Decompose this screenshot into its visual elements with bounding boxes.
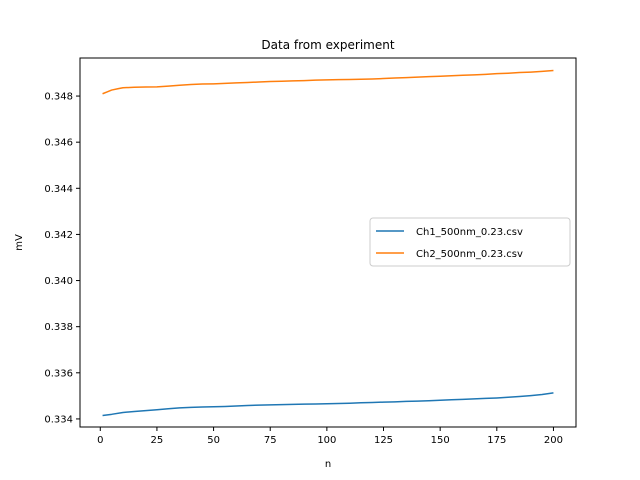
legend-box: [369, 217, 571, 267]
y-tick-label: 0.348: [44, 92, 73, 103]
x-tick-label: 150: [431, 435, 450, 446]
x-tick-label: 0: [97, 435, 103, 446]
y-tick-label: 0.336: [44, 368, 73, 379]
series-line-1: [102, 392, 554, 417]
plot-frame: [79, 57, 577, 428]
y-tick-label: 0.334: [44, 414, 73, 425]
legend: Ch1_500nm_0.23.csv Ch2_500nm_0.23.csv: [369, 217, 571, 267]
y-tick-label: 0.340: [44, 276, 73, 287]
y-axis-label: mV: [14, 234, 25, 251]
x-tick-label: 125: [374, 435, 393, 446]
series-line-2: [102, 69, 554, 95]
x-axis-label: n: [325, 459, 331, 470]
y-tick-label: 0.344: [44, 184, 73, 195]
y-tick-label: 0.338: [44, 322, 73, 333]
chart-title: Data from experiment: [261, 38, 394, 52]
legend-label-1: Ch1_500nm_0.23.csv: [416, 227, 523, 238]
x-tick-label: 75: [264, 435, 277, 446]
series-layer: [102, 69, 554, 417]
x-tick-label: 25: [151, 435, 164, 446]
y-tick-label: 0.346: [44, 138, 73, 149]
x-tick-label: 50: [207, 435, 220, 446]
legend-label-2: Ch2_500nm_0.23.csv: [416, 249, 523, 260]
x-tick-label: 200: [544, 435, 563, 446]
y-axis: 0.334 0.336 0.338 0.340 0.342 0.344 0.346 0.348: [44, 92, 80, 425]
x-axis: 0 25 50 75 100 125 150 175 200: [97, 427, 563, 446]
y-tick-label: 0.342: [44, 230, 73, 241]
x-tick-label: 175: [487, 435, 506, 446]
x-tick-label: 100: [317, 435, 336, 446]
